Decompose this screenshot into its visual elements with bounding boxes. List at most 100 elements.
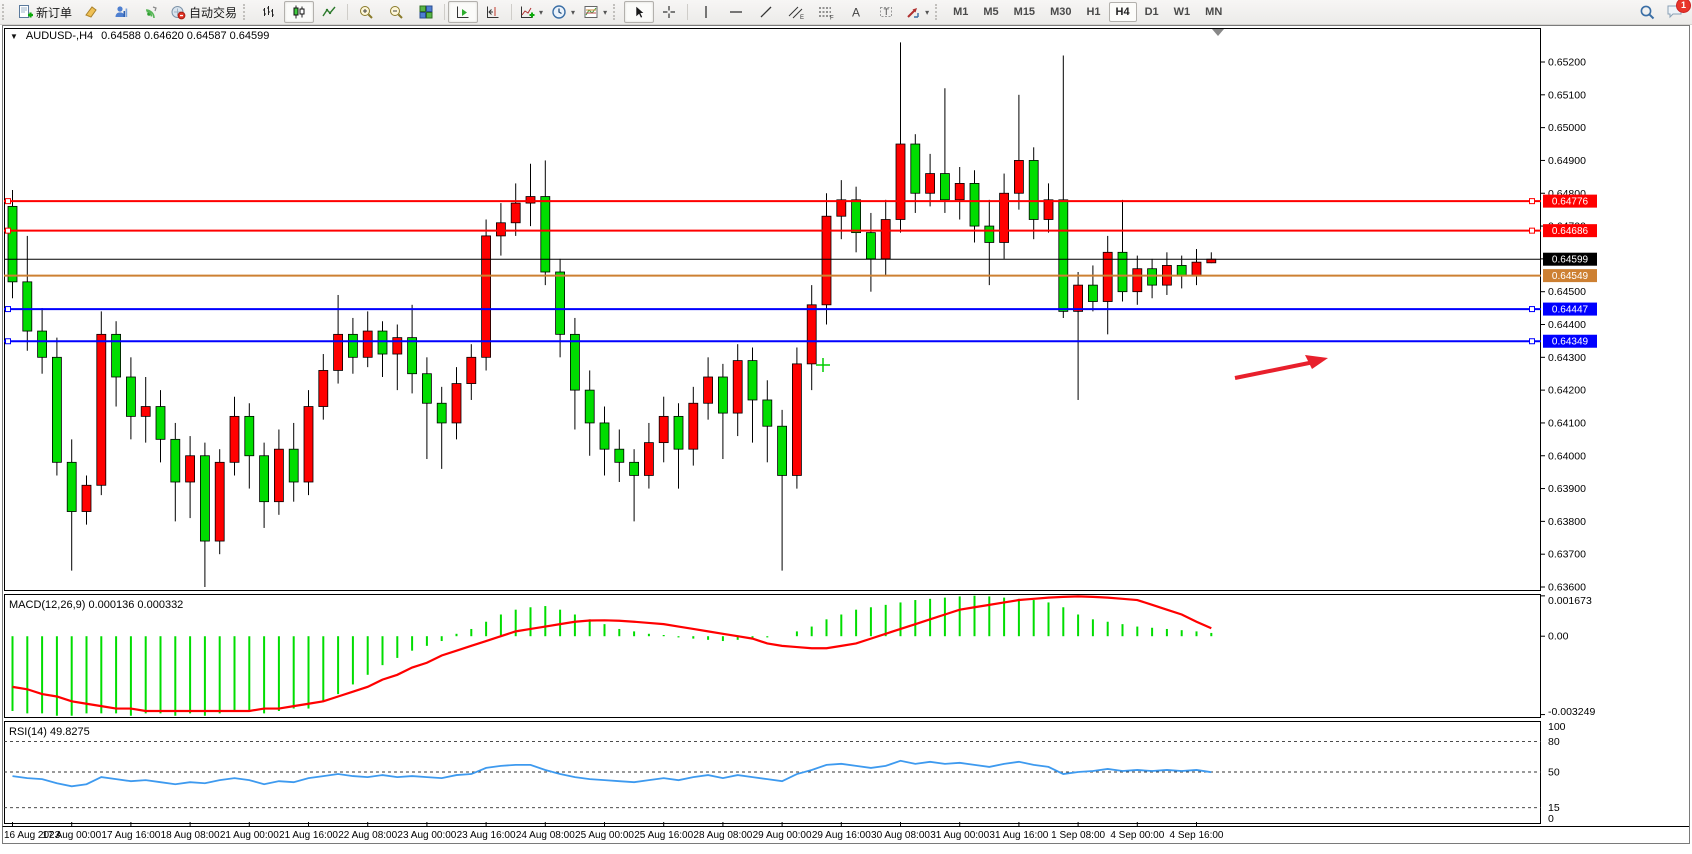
- line-handle[interactable]: [5, 338, 11, 345]
- candle: [333, 333, 344, 371]
- svg-text:23 Aug 00:00: 23 Aug 00:00: [397, 830, 456, 841]
- styler-button[interactable]: [76, 1, 106, 23]
- new-order-icon: [19, 5, 33, 18]
- line-handle[interactable]: [5, 227, 11, 234]
- chart-menu-icon[interactable]: ▼: [10, 31, 18, 41]
- svg-text:0.63900: 0.63900: [1548, 483, 1586, 495]
- signals-icon: [145, 6, 157, 19]
- chart-shift-button[interactable]: [478, 1, 508, 23]
- candle: [614, 448, 625, 463]
- line-handle[interactable]: [1529, 338, 1535, 345]
- text-label-button[interactable]: T: [871, 1, 901, 23]
- zoom-in-button[interactable]: [351, 1, 381, 23]
- fibonacci-button[interactable]: F: [811, 1, 841, 23]
- horizontal-line-0.64549[interactable]: 0.64549: [4, 269, 1597, 283]
- timeframe-button-D1[interactable]: D1: [1144, 6, 1159, 18]
- svg-text:0.63700: 0.63700: [1548, 549, 1586, 561]
- line-handle[interactable]: [5, 306, 11, 313]
- svg-text:23 Aug 16:00: 23 Aug 16:00: [457, 830, 516, 841]
- candle: [199, 455, 210, 542]
- candle: [1028, 160, 1039, 220]
- candle: [96, 333, 107, 486]
- toolbar-grip[interactable]: [935, 4, 944, 20]
- bar-chart-button[interactable]: [254, 1, 284, 23]
- candle: [288, 448, 299, 483]
- toolbar-grip[interactable]: [243, 4, 252, 20]
- autotrading-button[interactable]: 自动交易: [166, 1, 241, 23]
- svg-text:0.00: 0.00: [1548, 631, 1569, 643]
- timeframe-button-MN[interactable]: MN: [1205, 6, 1223, 18]
- chart-shift-marker[interactable]: [1212, 29, 1224, 36]
- timeframe-button-H4[interactable]: H4: [1108, 2, 1137, 22]
- horizontal-line-button[interactable]: [721, 1, 751, 23]
- svg-text:25 Aug 00:00: 25 Aug 00:00: [575, 830, 634, 841]
- candle: [540, 196, 551, 273]
- svg-text:25 Aug 16:00: 25 Aug 16:00: [634, 830, 693, 841]
- line-handle[interactable]: [1529, 306, 1535, 313]
- timeframe-button-M1[interactable]: M1: [953, 6, 969, 18]
- candle: [421, 373, 432, 404]
- rsi-pane[interactable]: [4, 721, 1541, 824]
- toolbar-grip[interactable]: [613, 4, 622, 20]
- candle: [954, 183, 965, 201]
- svg-text:24 Aug 08:00: 24 Aug 08:00: [516, 830, 575, 841]
- vertical-line-button[interactable]: [691, 1, 721, 23]
- notifications-button[interactable]: 1: [1666, 0, 1691, 22]
- timeframe-button-M15[interactable]: M15: [1013, 6, 1036, 18]
- line-handle[interactable]: [1529, 198, 1535, 205]
- candlestick-chart-button[interactable]: [284, 1, 315, 23]
- periods-button[interactable]: ▾: [547, 1, 579, 23]
- trendline-button[interactable]: [751, 1, 781, 23]
- horizontal-line-0.64447[interactable]: 0.64447: [4, 302, 1597, 316]
- svg-text:30 Aug 08:00: 30 Aug 08:00: [871, 830, 930, 841]
- svg-text:0.001673: 0.001673: [1548, 595, 1592, 607]
- svg-text:17 Aug 16:00: 17 Aug 16:00: [101, 830, 160, 841]
- line-handle[interactable]: [1529, 227, 1535, 234]
- tile-windows-button[interactable]: [411, 1, 441, 23]
- equidistant-channel-icon: E: [788, 6, 804, 20]
- indicators-button[interactable]: ▾: [515, 1, 547, 23]
- horizontal-line-0.64686[interactable]: 0.64686: [4, 224, 1597, 238]
- red-arrow-annotation[interactable]: [1234, 355, 1328, 380]
- timeframe-button-M30[interactable]: M30: [1050, 6, 1072, 18]
- market-watch-button[interactable]: [106, 1, 136, 23]
- macd-pane[interactable]: [4, 594, 1541, 718]
- text-button[interactable]: A: [841, 1, 871, 23]
- equidistant-channel-button[interactable]: E: [781, 1, 811, 23]
- templates-button[interactable]: ▾: [579, 1, 611, 23]
- chevron-down-icon: ▾: [571, 7, 576, 17]
- svg-text:18 Aug 08:00: 18 Aug 08:00: [161, 830, 220, 841]
- search-icon[interactable]: [1639, 4, 1656, 21]
- signals-button[interactable]: [136, 1, 166, 23]
- cursor-button[interactable]: [624, 1, 655, 23]
- svg-text:0.64599: 0.64599: [1552, 255, 1589, 266]
- timeframe-button-M5[interactable]: M5: [983, 6, 999, 18]
- candle: [880, 219, 891, 260]
- zoom-out-button[interactable]: [381, 1, 411, 23]
- svg-text:0.64500: 0.64500: [1548, 286, 1586, 298]
- crosshair-button[interactable]: [654, 1, 684, 23]
- candle: [244, 415, 255, 457]
- new-order-button[interactable]: 新订单: [13, 1, 76, 23]
- arrows-button[interactable]: ▾: [901, 1, 933, 23]
- horizontal-line-0.64349[interactable]: 0.64349: [4, 334, 1597, 348]
- horizontal-line-0.64599[interactable]: 0.64599: [4, 252, 1597, 266]
- toolbar-grip[interactable]: [2, 4, 11, 20]
- timeframe-button-H1[interactable]: H1: [1086, 6, 1101, 18]
- horizontal-line-0.64776[interactable]: 0.64776: [4, 194, 1597, 208]
- auto-scroll-button[interactable]: [448, 1, 479, 23]
- line-handle[interactable]: [5, 198, 11, 205]
- svg-text:31 Aug 00:00: 31 Aug 00:00: [930, 830, 989, 841]
- candle: [851, 199, 861, 234]
- crosshair-icon: [663, 6, 676, 18]
- svg-text:A: A: [852, 6, 860, 20]
- candle: [81, 484, 92, 512]
- green-cross-marker[interactable]: [816, 358, 830, 372]
- timeframe-button-W1[interactable]: W1: [1173, 6, 1191, 18]
- candle: [1102, 251, 1113, 302]
- candle: [1176, 265, 1187, 276]
- line-chart-button[interactable]: [314, 1, 344, 23]
- symbol-header[interactable]: ▼ AUDUSD-,H4 0.64588 0.64620 0.64587 0.6…: [10, 30, 269, 42]
